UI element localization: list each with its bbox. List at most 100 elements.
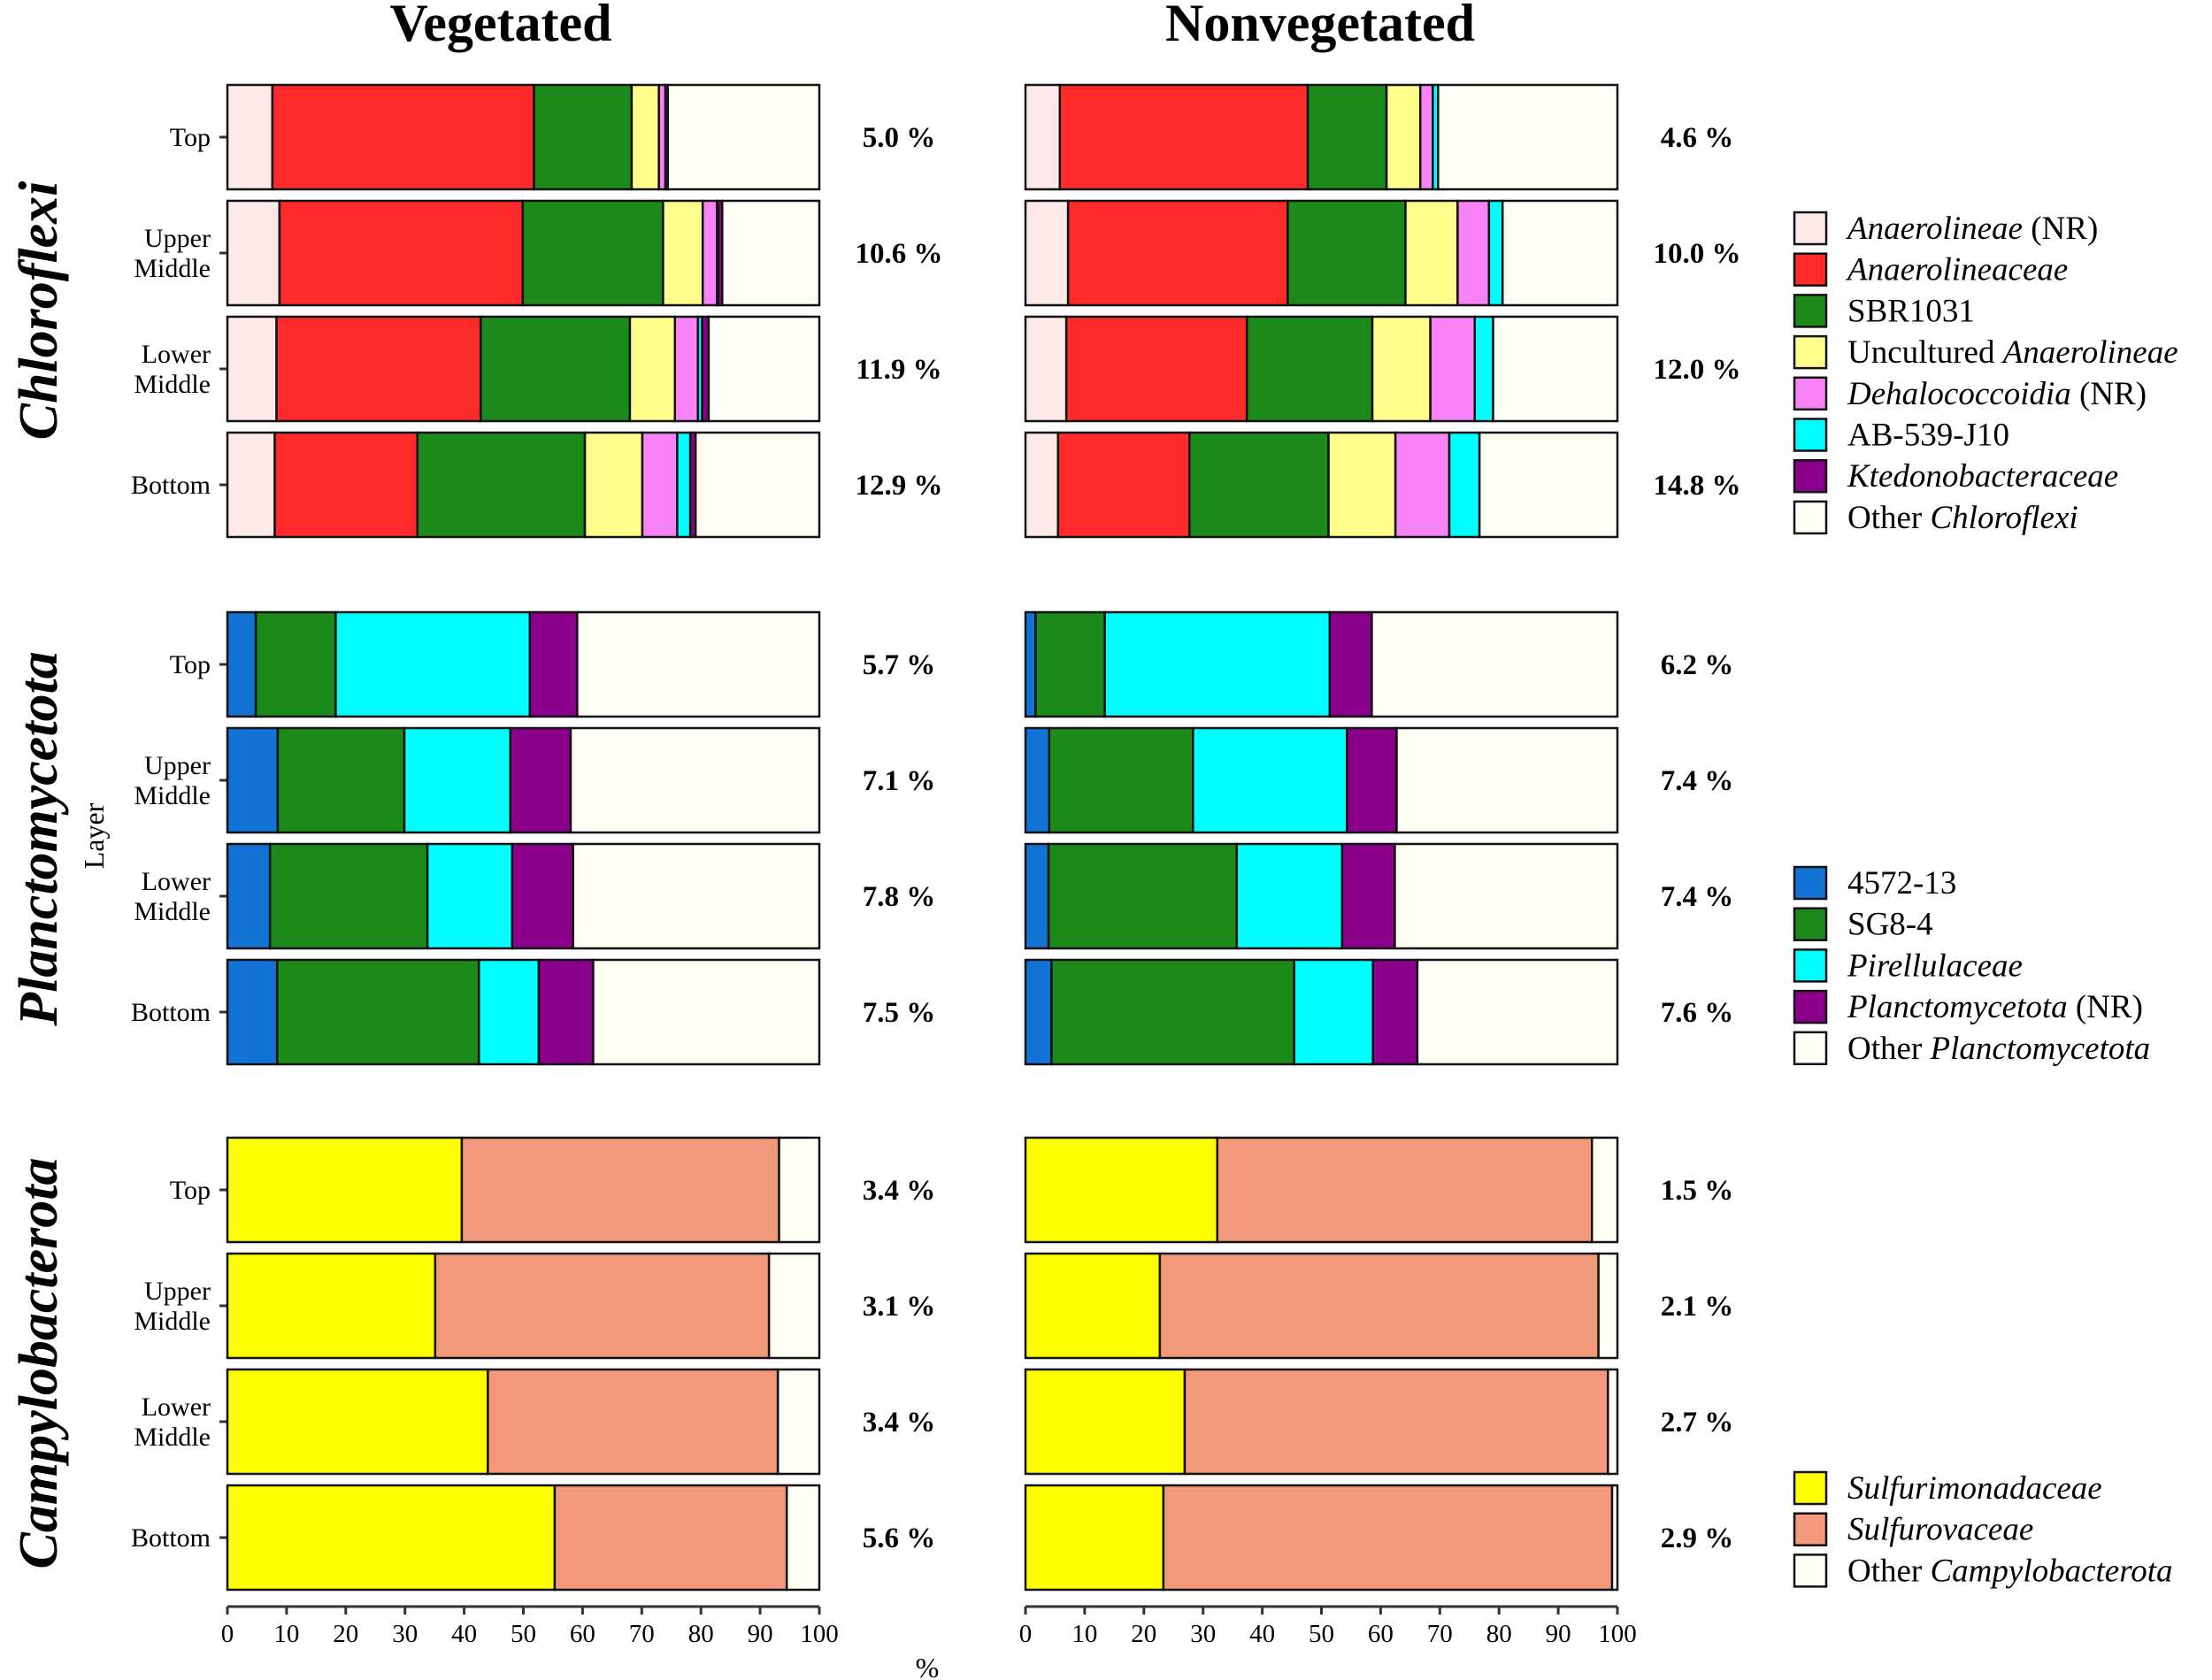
total-percent-label: 2.7 %: [1661, 1407, 1734, 1438]
legend-swatch: [1793, 418, 1828, 452]
x-tick-label: 80: [688, 1620, 714, 1648]
bar-segment: [721, 199, 821, 307]
bar-segment: [278, 199, 525, 307]
legend-label: 4572-13: [1847, 865, 1956, 901]
legend-label: SBR1031: [1847, 293, 1975, 329]
phylum-label: Campylobacterota: [9, 1158, 69, 1569]
bar-segment: [416, 431, 587, 539]
legend-swatch: [1793, 376, 1828, 411]
bar-segment: [778, 1136, 821, 1244]
layer-label: Bottom: [131, 998, 211, 1027]
bar-segment: [226, 1484, 557, 1592]
bar-segment: [533, 83, 634, 191]
total-percent-label: 7.1 %: [863, 765, 936, 797]
bar-segment: [673, 315, 700, 423]
bar-segment: [403, 726, 512, 834]
bar-segment: [460, 1136, 780, 1244]
bar-segment: [592, 958, 821, 1066]
legend-swatch: [1793, 989, 1828, 1024]
bar-segment: [1590, 1136, 1619, 1244]
bar-segment: [1047, 842, 1239, 950]
bar-segment: [1610, 1484, 1619, 1592]
total-percent-label: 7.8 %: [863, 881, 936, 913]
legend-label: AB-539-J10: [1847, 418, 2009, 454]
bar-segment: [273, 431, 419, 539]
bar-segment: [583, 431, 644, 539]
bar-segment: [1103, 610, 1332, 718]
bar-segment: [226, 610, 257, 718]
bar-segment: [1024, 958, 1053, 1066]
legend-swatch: [1793, 500, 1828, 535]
bar-segment: [1034, 610, 1106, 718]
bar-segment: [1245, 315, 1374, 423]
x-tick-label: 20: [1131, 1620, 1156, 1648]
bar-segment: [509, 726, 572, 834]
bar-segment: [275, 958, 480, 1066]
bar-segment: [1597, 1252, 1619, 1360]
bar-segment: [1395, 726, 1619, 834]
bar-segment: [478, 958, 541, 1066]
bar-segment: [1371, 958, 1419, 1066]
bar-segment: [426, 842, 514, 950]
bar-segment: [1416, 958, 1619, 1066]
x-tick-label: 30: [1190, 1620, 1216, 1648]
total-percent-label: 3.4 %: [863, 1407, 936, 1438]
bar-segment: [1024, 431, 1060, 539]
total-percent-label: 7.4 %: [1661, 765, 1734, 797]
total-percent-label: 10.6 %: [856, 238, 943, 270]
x-tick-label: 90: [748, 1620, 773, 1648]
bar-segment: [1066, 199, 1289, 307]
bar-segment: [537, 958, 595, 1066]
legend-swatch: [1793, 865, 1828, 901]
bar-segment: [1346, 726, 1398, 834]
bar-segment: [569, 726, 821, 834]
bar-segment: [1216, 1136, 1594, 1244]
layer-label: Top: [170, 1176, 211, 1205]
bar-segment: [1024, 315, 1068, 423]
legend-swatch: [1793, 1470, 1828, 1506]
x-tick-label: 20: [333, 1620, 358, 1648]
bar-segment: [1437, 83, 1619, 191]
bar-segment: [226, 431, 276, 539]
phylum-label: Planctomycetota: [9, 651, 69, 1027]
bar-segment: [1024, 1252, 1162, 1360]
total-percent-label: 2.9 %: [1661, 1523, 1734, 1554]
total-percent-label: 5.7 %: [863, 649, 936, 681]
x-tick-label: 0: [1019, 1620, 1033, 1648]
bar-segment: [528, 610, 579, 718]
total-percent-label: 6.2 %: [1661, 649, 1734, 681]
x-tick-label: 60: [570, 1620, 595, 1648]
bar-segment: [1183, 1368, 1609, 1476]
bar-segment: [666, 83, 821, 191]
total-percent-label: 7.5 %: [863, 997, 936, 1029]
bar-segment: [1024, 610, 1037, 718]
legend-swatch: [1793, 1512, 1828, 1546]
bar-segment: [767, 1252, 821, 1360]
legend-swatch: [1793, 907, 1828, 941]
layer-label: Upper Middle: [134, 751, 211, 810]
x-tick-label: 30: [392, 1620, 418, 1648]
total-percent-label: 1.5 %: [1661, 1175, 1734, 1207]
bar-segment: [1340, 842, 1396, 950]
bar-segment: [641, 431, 679, 539]
bar-segment: [628, 315, 677, 423]
bar-segment: [1024, 1368, 1187, 1476]
x-tick-label: 100: [1598, 1620, 1637, 1648]
legend-swatch: [1793, 334, 1828, 370]
bar-segment: [776, 1368, 821, 1476]
bar-segment: [662, 199, 704, 307]
bar-segment: [1286, 199, 1407, 307]
bar-segment: [226, 1368, 489, 1476]
x-tick-label: 50: [1309, 1620, 1334, 1648]
bar-segment: [1456, 199, 1491, 307]
bar-segment: [1024, 726, 1051, 834]
bar-segment: [1024, 1484, 1165, 1592]
legend-label: Planctomycetota (NR): [1847, 989, 2143, 1025]
bar-segment: [1394, 431, 1451, 539]
total-percent-label: 14.8 %: [1654, 470, 1741, 502]
total-percent-label: 12.0 %: [1654, 354, 1741, 386]
total-percent-label: 3.4 %: [863, 1175, 936, 1207]
x-tick-label: 10: [1071, 1620, 1097, 1648]
bar-segment: [1607, 1368, 1619, 1476]
